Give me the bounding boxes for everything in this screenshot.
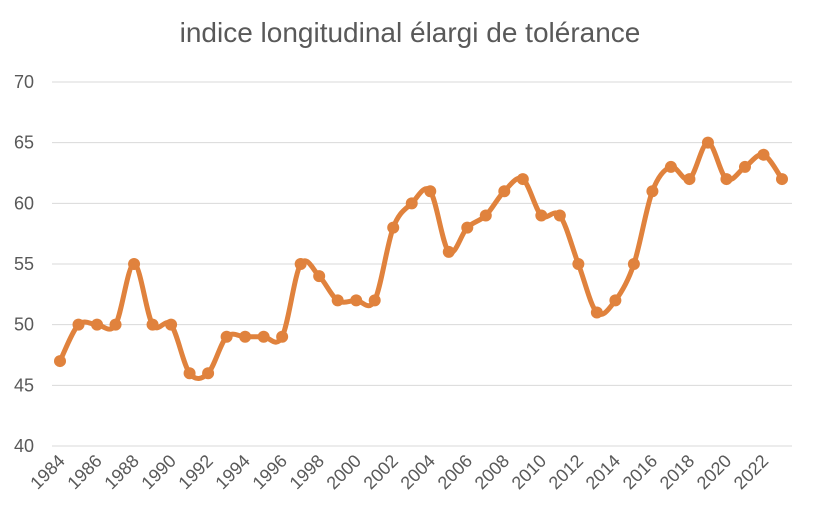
data-point-1985 (72, 318, 85, 331)
x-tick-label: 1992 (174, 451, 216, 493)
series-line (57, 140, 785, 382)
data-point-1999 (331, 294, 344, 307)
data-point-2010 (535, 209, 548, 222)
data-point-2015 (627, 258, 640, 270)
data-point-1990 (165, 318, 178, 331)
y-tick-label: 65 (14, 133, 34, 153)
x-tick-label: 1998 (286, 451, 328, 493)
x-tick-label: 1996 (249, 451, 291, 493)
x-tick-label: 2012 (545, 451, 587, 493)
y-tick-label: 40 (14, 436, 34, 456)
data-point-2022 (757, 148, 770, 161)
x-tick-label: 2022 (730, 451, 772, 493)
data-point-2008 (498, 185, 511, 198)
data-point-2023 (776, 173, 788, 186)
y-tick-label: 70 (14, 72, 34, 92)
data-point-1988 (128, 258, 141, 270)
data-point-2018 (683, 173, 696, 186)
x-tick-label: 2008 (471, 451, 513, 493)
x-tick-label: 1986 (63, 451, 105, 493)
x-tick-label: 2000 (323, 451, 365, 493)
data-point-2001 (368, 294, 381, 307)
data-point-2012 (572, 258, 585, 270)
y-tick-label: 50 (14, 315, 34, 335)
x-tick-label: 1990 (137, 451, 179, 493)
data-point-1989 (146, 318, 159, 331)
y-tick-label: 45 (14, 375, 34, 395)
x-tick-label: 2018 (656, 451, 698, 493)
x-axis-ticks: 1984198619881990199219941996199820002002… (26, 451, 772, 493)
data-point-2000 (350, 294, 363, 307)
data-point-1996 (276, 330, 289, 343)
data-point-2007 (479, 209, 492, 222)
x-tick-label: 2010 (508, 451, 550, 493)
data-point-2019 (701, 136, 714, 149)
data-point-2020 (720, 173, 733, 186)
data-point-2011 (553, 209, 566, 222)
y-tick-label: 55 (14, 254, 34, 274)
gridlines (52, 81, 792, 447)
x-tick-label: 2004 (397, 451, 439, 493)
x-tick-label: 2002 (360, 451, 402, 493)
chart-title: indice longitudinal élargi de tolérance (180, 17, 641, 48)
data-point-2004 (424, 185, 437, 198)
data-point-2013 (590, 306, 603, 319)
data-point-2017 (664, 160, 677, 173)
data-point-1992 (202, 367, 215, 380)
x-tick-label: 1988 (100, 451, 142, 493)
data-point-2006 (461, 221, 474, 234)
data-points (54, 136, 788, 380)
y-axis-ticks: 40 45 50 55 60 65 70 (14, 72, 34, 456)
data-point-1997 (294, 258, 307, 270)
x-tick-label: 2020 (693, 451, 735, 493)
x-tick-label: 1994 (211, 451, 253, 493)
data-point-2021 (738, 160, 751, 173)
data-point-2002 (387, 221, 400, 234)
data-point-1994 (239, 330, 252, 343)
data-point-2005 (442, 245, 455, 258)
data-point-1993 (220, 330, 233, 343)
x-tick-label: 1984 (26, 451, 68, 493)
data-point-1995 (257, 330, 270, 343)
data-point-1984 (54, 355, 66, 368)
data-point-1987 (109, 318, 122, 331)
x-tick-label: 2006 (434, 451, 476, 493)
data-point-2003 (405, 197, 418, 210)
data-point-1986 (91, 318, 104, 331)
data-point-2014 (609, 294, 622, 307)
data-point-2009 (516, 173, 529, 186)
data-point-1998 (313, 270, 326, 283)
x-tick-label: 2014 (582, 451, 624, 493)
data-point-1991 (183, 367, 196, 380)
data-point-2016 (646, 185, 659, 198)
x-tick-label: 2016 (619, 451, 661, 493)
y-tick-label: 60 (14, 193, 34, 213)
